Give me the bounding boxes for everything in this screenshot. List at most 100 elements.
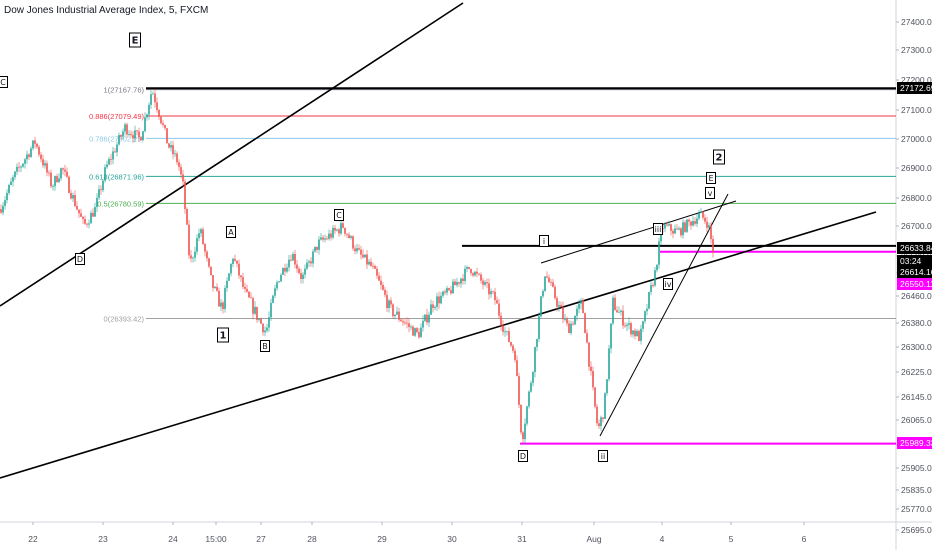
candle-body	[548, 277, 550, 283]
candle-body	[340, 223, 342, 234]
candle-body	[574, 315, 576, 325]
candle-body	[278, 281, 280, 283]
candle-body	[332, 227, 334, 238]
candle-body	[702, 211, 704, 218]
candle-body	[320, 237, 322, 240]
candle-body	[260, 318, 262, 324]
candle-body	[292, 253, 294, 261]
candle-body	[406, 322, 408, 324]
y-tick-label: 26145.00	[901, 392, 932, 402]
candle-body	[678, 228, 680, 230]
candle-body	[158, 110, 160, 117]
trend-line	[0, 211, 877, 479]
candle-body	[152, 93, 154, 95]
candle-body	[712, 239, 714, 253]
wave-label-box	[706, 172, 716, 184]
x-tick-label: 6	[802, 534, 807, 544]
y-tick-label: 26225.00	[901, 367, 932, 377]
candle-body	[270, 302, 272, 318]
candle-body	[378, 275, 380, 281]
candle-body	[230, 263, 232, 274]
candle-body	[72, 195, 74, 199]
candle-body	[394, 314, 396, 317]
wave-label-box	[0, 76, 8, 88]
candle-body	[610, 323, 612, 349]
candle-body	[284, 267, 286, 272]
candle-body	[104, 167, 106, 181]
candle-body	[30, 148, 32, 157]
candle-body	[212, 275, 214, 288]
wave-label: D	[77, 255, 83, 264]
candle-body	[656, 264, 658, 271]
candle-body	[196, 238, 198, 252]
candle-body	[100, 189, 102, 191]
y-tick-label: 26460.00	[901, 291, 932, 301]
candle-body	[322, 237, 324, 240]
candle-body	[546, 276, 548, 278]
candle-body	[160, 116, 162, 124]
candle-body	[522, 432, 524, 440]
candle-body	[650, 284, 652, 292]
y-tick-label: 26900.00	[901, 163, 932, 173]
candle-body	[298, 268, 300, 274]
wave-label: 1	[220, 331, 227, 342]
candle-body	[236, 260, 238, 264]
candle-body	[156, 102, 158, 111]
candle-body	[552, 282, 554, 287]
candle-body	[88, 223, 90, 225]
x-tick-label: 29	[377, 534, 387, 544]
candle-body	[144, 117, 146, 132]
candle-body	[304, 268, 306, 275]
candle-body	[608, 348, 610, 380]
candle-body	[188, 224, 190, 256]
candle-body	[132, 135, 134, 139]
candle-body	[616, 310, 618, 313]
price-label-bg	[897, 278, 932, 290]
candle-body	[466, 266, 468, 269]
candle-body	[472, 273, 474, 276]
candle-body	[496, 300, 498, 304]
candle-body	[48, 172, 50, 174]
candle-body	[272, 295, 274, 303]
candle-body	[162, 123, 164, 125]
candle-body	[584, 313, 586, 334]
candle-body	[60, 168, 62, 179]
candle-body	[134, 130, 136, 139]
candle-body	[432, 304, 434, 308]
candle-body	[130, 133, 132, 136]
candle-body	[90, 212, 92, 224]
candle-body	[512, 345, 514, 351]
candle-body	[598, 423, 600, 427]
candle-body	[44, 163, 46, 166]
candle-body	[690, 221, 692, 226]
candle-body	[238, 263, 240, 276]
candle-body	[540, 296, 542, 317]
candle-body	[372, 265, 374, 267]
y-tick-label: 27200.00	[901, 75, 932, 85]
candle-body	[390, 300, 392, 305]
candle-body	[314, 246, 316, 252]
wedge-line	[599, 193, 729, 437]
candle-body	[492, 291, 494, 293]
candle-body	[530, 382, 532, 392]
candle-body	[246, 288, 248, 292]
candle-body	[434, 306, 436, 308]
candle-body	[200, 229, 202, 234]
candle-body	[528, 391, 530, 407]
candle-body	[550, 282, 552, 284]
candle-body	[20, 166, 22, 168]
y-tick-label: 26800.00	[901, 193, 932, 203]
candle-body	[224, 288, 226, 309]
candle-body	[202, 229, 204, 245]
candle-body	[542, 291, 544, 297]
candle-body	[506, 331, 508, 332]
candle-body	[142, 131, 144, 141]
candle-body	[524, 423, 526, 440]
candle-body	[490, 291, 492, 295]
candle-body	[566, 318, 568, 324]
candle-body	[426, 314, 428, 323]
candle-body	[280, 274, 282, 282]
wave-label-box	[663, 278, 673, 290]
candle-body	[652, 284, 654, 286]
